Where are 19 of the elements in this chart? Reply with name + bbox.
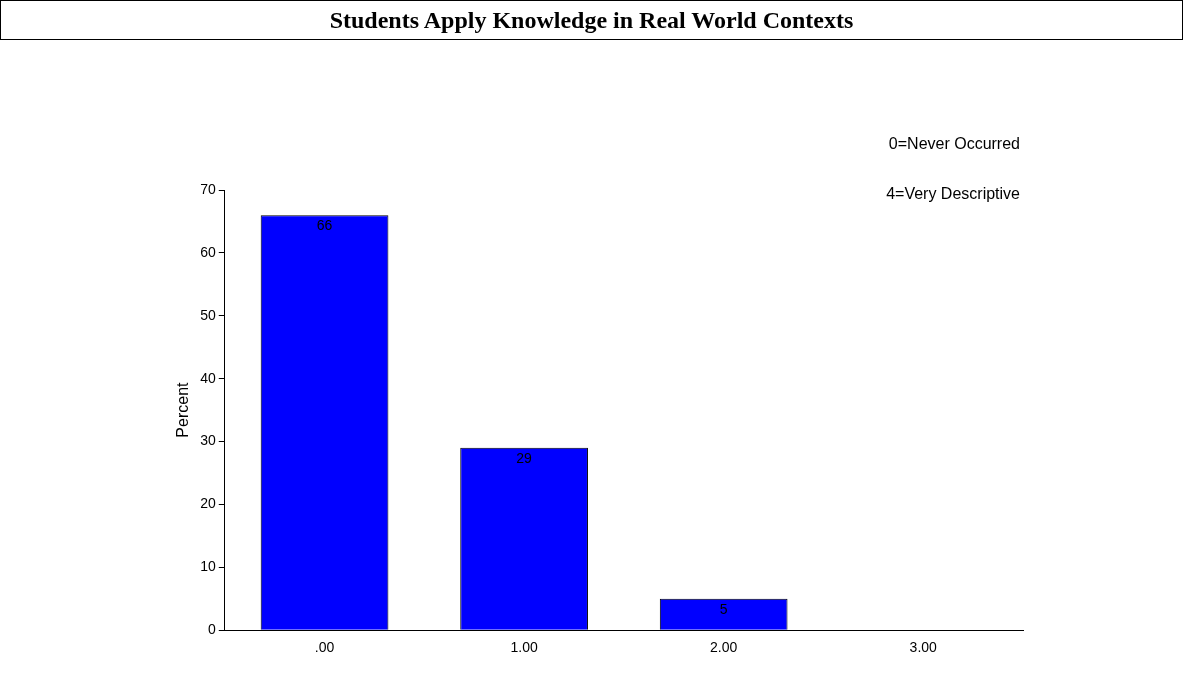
y-tick-label: 10 — [200, 558, 216, 575]
x-tick-label: 1.00 — [510, 639, 538, 656]
x-tick-label: 3.00 — [909, 639, 938, 656]
y-tick-label: 60 — [200, 243, 216, 260]
x-tick-label: 2.00 — [710, 639, 738, 656]
y-tick-label: 20 — [200, 495, 216, 512]
y-tick-label: 30 — [200, 432, 216, 449]
x-tick-label: .00 — [314, 639, 335, 656]
annotation: 4=Very Descriptive — [886, 185, 1020, 203]
y-tick-label: 50 — [200, 306, 216, 323]
y-axis-title: Percent — [174, 381, 192, 438]
data-label: 5 — [719, 600, 728, 617]
y-tick-label: 40 — [200, 369, 216, 386]
y-tick-label: 0 — [207, 621, 216, 638]
data-label: 29 — [516, 449, 533, 466]
y-tick-label: 70 — [200, 180, 216, 197]
chart-title: Students Apply Knowledge in Real World Contexts — [0, 0, 1183, 40]
data-label: 66 — [316, 217, 333, 234]
text: 0=Never Occurred — [888, 135, 1020, 153]
